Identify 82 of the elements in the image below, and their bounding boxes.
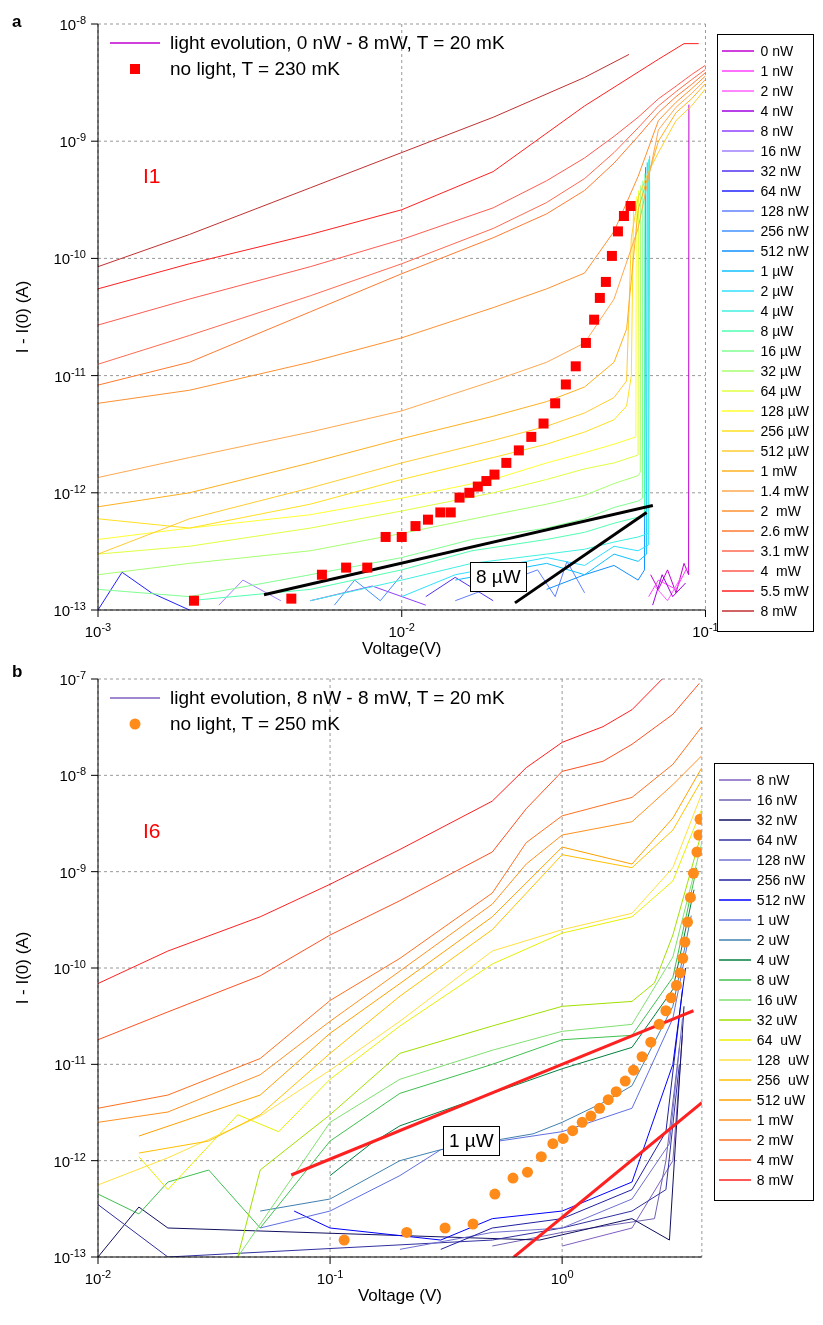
y-tick-label: 10$^{-7}$ (59, 669, 86, 688)
annotation: light evolution, 8 nW - 8 mW, T = 20 mK (170, 686, 505, 710)
legend-label: 128 nW (760, 203, 809, 219)
legend-label: 8 mW (760, 603, 798, 619)
legend-label: 512 nW (760, 243, 809, 259)
annotation: I6 (143, 819, 161, 843)
legend-label: 512 uW (756, 1091, 806, 1108)
x-tick-label: 10$^{-3}$ (84, 621, 112, 640)
legend-label: 8 µW (760, 323, 794, 339)
legend-label: 4 nW (760, 103, 794, 119)
legend-label: 1 uW (756, 911, 790, 928)
x-tick-label: 10$^{-1}$ (316, 1268, 344, 1287)
y-tick-label: 10$^{-9}$ (59, 861, 86, 881)
y-tick-label: 10$^{-10}$ (53, 248, 86, 268)
y-tick-label: 10$^{-13}$ (53, 600, 86, 619)
legend-label: 64 nW (756, 831, 798, 848)
legend-label: 4 µW (760, 303, 794, 319)
y-tick-label: 10$^{-8}$ (59, 14, 86, 33)
legend-label: 16 nW (760, 143, 801, 159)
legend-label: 4 mW (756, 1151, 794, 1168)
legend-label: 2 nW (760, 83, 794, 99)
x-axis-title: Voltage (V) (357, 1286, 442, 1305)
legend-label: 256 nW (760, 223, 809, 239)
y-axis-title: I - I(0) (A) (13, 280, 33, 354)
y-axis-title: I - I(0) (A) (13, 931, 33, 1005)
legend-label: 64 nW (760, 183, 801, 199)
x-tick-label: 10$^{0}$ (550, 1268, 574, 1287)
legend-label: 0 nW (760, 43, 794, 59)
legend-label: 16 nW (756, 791, 798, 808)
y-tick-label: 10$^{-9}$ (59, 131, 86, 151)
legend-label: no light, T = 230 mK (170, 57, 340, 81)
chart-title: b (12, 662, 23, 682)
legend-label: 512 nW (756, 891, 806, 908)
legend-label: 128 nW (756, 851, 806, 868)
annotation: 8 µW (470, 562, 527, 592)
legend-label: no light, T = 250 mK (170, 712, 340, 736)
legend-label: 5.5 mW (760, 583, 809, 599)
annotation: light evolution, 0 nW - 8 mW, T = 20 mK (170, 31, 505, 55)
legend-label: 256 uW (756, 1071, 809, 1088)
legend-label: 128 µW (760, 403, 809, 419)
legend-label: 3.1 mW (760, 543, 809, 559)
y-tick-label: 10$^{-11}$ (54, 365, 86, 385)
legend-label: 4 mW (760, 563, 801, 579)
legend-label: 32 nW (756, 811, 798, 828)
legend-label: 16 µW (760, 343, 802, 359)
y-tick-label: 10$^{-11}$ (54, 1054, 86, 1074)
legend-label: 8 nW (756, 771, 790, 788)
y-tick-label: 10$^{-10}$ (53, 958, 86, 977)
annotation: I1 (143, 164, 161, 188)
legend-label: 8 mW (756, 1171, 794, 1188)
legend-label: 64 uW (756, 1031, 802, 1048)
legend-label: 256 µW (760, 423, 809, 439)
legend-label: 128 uW (756, 1051, 809, 1068)
x-tick-label: 10$^{-2}$ (388, 621, 415, 640)
legend-label: 8 nW (760, 123, 794, 139)
legend-label: 2 mW (756, 1131, 794, 1148)
chart-title: a (12, 12, 22, 32)
y-tick-label: 10$^{-12}$ (53, 482, 86, 502)
legend-label: 1 mW (760, 463, 798, 479)
x-axis-title: Voltage(V) (362, 639, 442, 658)
legend-label: 1.4 mW (760, 483, 809, 499)
y-tick-label: 10$^{-8}$ (59, 765, 86, 785)
x-tick-label: 10$^{-2}$ (84, 1268, 112, 1287)
legend-label: 1 mW (756, 1111, 794, 1128)
legend-label: 512 µW (760, 443, 809, 459)
legend-label: 32 uW (756, 1011, 798, 1028)
legend-label: 16 uW (756, 991, 798, 1008)
y-tick-label: 10$^{-12}$ (53, 1150, 86, 1170)
legend-label: 2.6 mW (760, 523, 809, 539)
legend-label: 1 nW (760, 63, 794, 79)
legend-label: 256 nW (756, 871, 806, 888)
legend-label: 1 µW (760, 263, 794, 279)
legend-label: 32 nW (760, 163, 801, 179)
legend-label: 8 uW (756, 971, 790, 988)
legend-label: 4 uW (756, 951, 790, 968)
legend-label: 2 µW (760, 283, 794, 299)
y-tick-label: 10$^{-13}$ (53, 1247, 86, 1266)
legend-label: 2 mW (760, 503, 801, 519)
legend-label: 32 µW (760, 363, 802, 379)
legend-label: 2 uW (756, 931, 790, 948)
legend-label: 64 µW (760, 383, 802, 399)
annotation: 1 µW (443, 1126, 500, 1156)
